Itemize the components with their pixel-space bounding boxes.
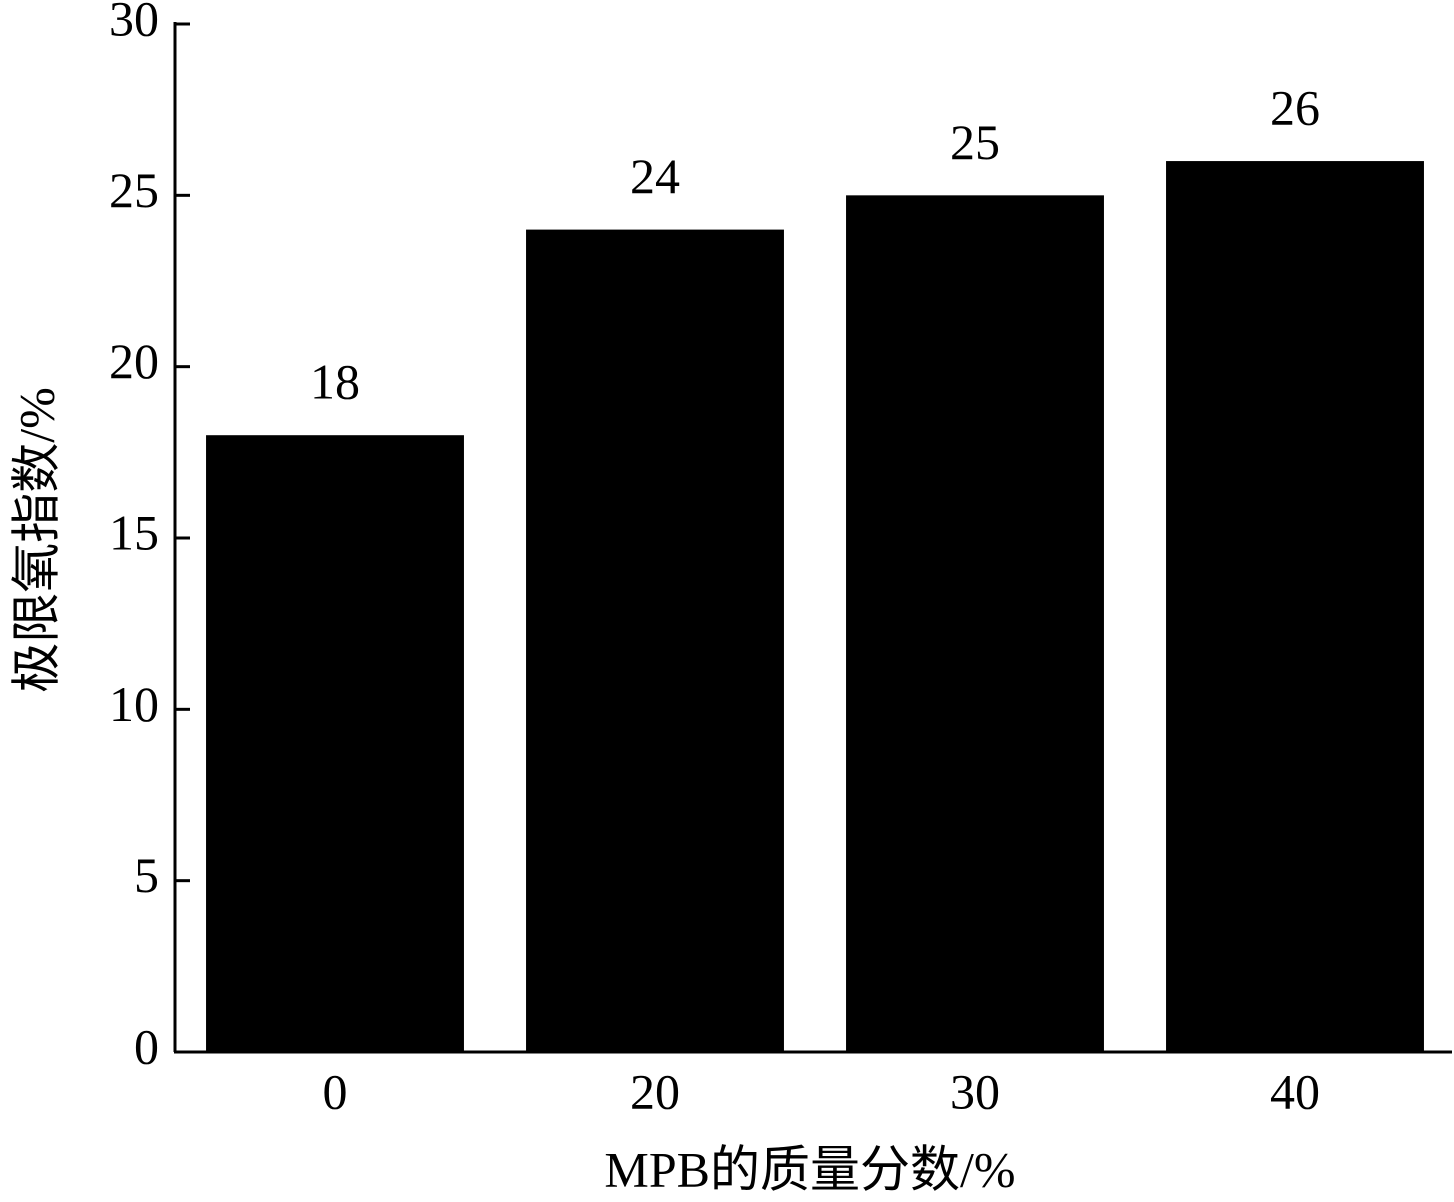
bar: [526, 229, 784, 1053]
y-axis-label: 极限氧指数/%: [8, 387, 64, 693]
data-label: 25: [950, 114, 1000, 170]
data-label: 26: [1270, 80, 1320, 136]
x-tick-label: 40: [1270, 1063, 1320, 1119]
bar: [206, 435, 464, 1052]
y-tick-label: 10: [109, 676, 159, 732]
y-tick-label: 15: [109, 504, 159, 560]
y-tick-label: 30: [109, 0, 159, 46]
data-label: 24: [630, 148, 680, 204]
x-tick-label: 0: [323, 1063, 348, 1119]
bar: [846, 195, 1104, 1053]
x-tick-label: 20: [630, 1063, 680, 1119]
y-tick-label: 5: [134, 847, 159, 903]
x-tick-label: 30: [950, 1063, 1000, 1119]
data-label: 18: [310, 354, 360, 410]
y-tick-label: 20: [109, 333, 159, 389]
y-tick-label: 25: [109, 162, 159, 218]
bar: [1166, 161, 1424, 1053]
x-axis-label: MPB的质量分数/%: [604, 1141, 1015, 1197]
y-tick-label: 0: [134, 1018, 159, 1074]
